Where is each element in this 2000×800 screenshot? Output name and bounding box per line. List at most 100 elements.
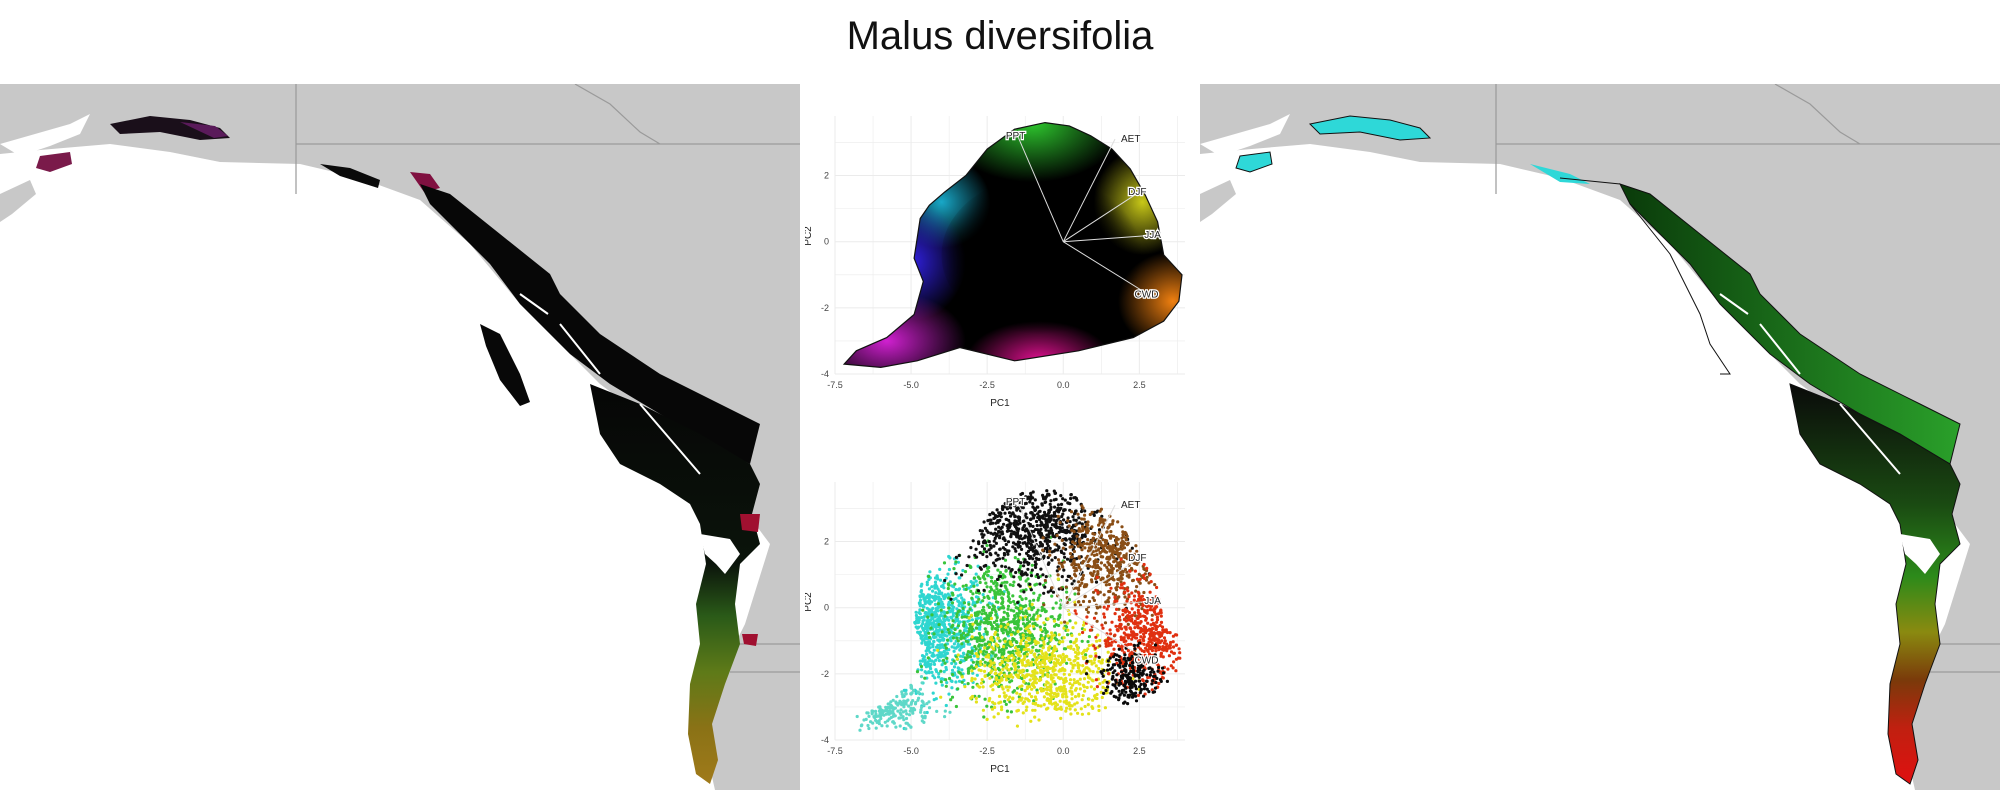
- pca-point: [980, 608, 984, 612]
- pca-point: [1154, 680, 1158, 685]
- pca-point: [1053, 491, 1058, 495]
- pca-point: [945, 651, 950, 655]
- pca-point: [930, 613, 934, 617]
- pca-point: [1044, 528, 1048, 532]
- map-right-svg: [1200, 84, 2000, 790]
- pca-point: [1148, 590, 1152, 594]
- pca-point: [1146, 656, 1150, 660]
- pca-point: [1125, 534, 1129, 538]
- pca-point: [1007, 654, 1011, 659]
- pca-point: [1158, 623, 1162, 628]
- pca-point: [969, 613, 974, 617]
- pca-point: [1145, 611, 1149, 615]
- pca-point: [1057, 567, 1061, 571]
- pca-point: [1000, 601, 1004, 605]
- pca-point: [1071, 683, 1075, 687]
- pca-point: [996, 656, 1000, 660]
- pca-point: [1006, 540, 1011, 544]
- pca-point: [1152, 638, 1156, 642]
- pca-point: [958, 629, 962, 633]
- pca-point: [909, 706, 913, 710]
- pca-point: [1073, 603, 1077, 607]
- pca-point: [1006, 523, 1010, 527]
- pca-point: [1064, 690, 1068, 694]
- pca-point: [1114, 536, 1118, 540]
- pca-point: [1098, 605, 1102, 609]
- pca-point: [1046, 555, 1050, 560]
- pca-point: [1001, 597, 1005, 601]
- pca-point: [1013, 626, 1017, 630]
- pca-point: [1092, 559, 1096, 564]
- pca-point: [1080, 712, 1084, 716]
- pca-point: [1029, 494, 1033, 499]
- pca-point: [871, 709, 875, 713]
- pca-point: [1004, 542, 1008, 547]
- pca-point: [1073, 688, 1078, 692]
- pca-point: [1107, 574, 1111, 578]
- pca-point: [1033, 498, 1037, 502]
- pca-point: [935, 709, 939, 713]
- pca-point: [961, 651, 966, 655]
- pca-point: [1045, 520, 1049, 524]
- pca-point: [925, 710, 929, 715]
- pca-point: [973, 604, 977, 608]
- pca-point: [999, 530, 1003, 534]
- pca-point: [1073, 702, 1077, 706]
- pca-point: [932, 632, 936, 636]
- pca-point: [1153, 624, 1157, 628]
- pca-point: [1036, 528, 1040, 532]
- pca-point: [1115, 673, 1119, 677]
- pca-point: [1126, 680, 1130, 684]
- pca-point: [1154, 604, 1158, 608]
- pca-point: [992, 581, 996, 585]
- pca-point: [1001, 655, 1005, 659]
- pca-point: [988, 543, 992, 547]
- pca-point: [1053, 505, 1057, 509]
- pca-continuous-axes: -7.5 -5.0 -2.5 0.0 2.5-4-202: [821, 171, 1146, 390]
- pca-point: [1036, 505, 1040, 509]
- pca-point: [1020, 687, 1024, 691]
- pca-point: [1024, 604, 1028, 608]
- pca-point: [1107, 596, 1111, 600]
- pca-point: [1080, 561, 1085, 565]
- pca-point: [974, 647, 978, 651]
- pca-point: [1050, 586, 1054, 590]
- pca-point: [864, 717, 868, 721]
- pca-point: [1106, 644, 1110, 648]
- pca-point: [1022, 564, 1026, 568]
- pca-point: [1098, 682, 1102, 686]
- pca-point: [1139, 635, 1143, 639]
- pca-point: [957, 666, 961, 671]
- pca-point: [1123, 532, 1127, 536]
- pca-point: [1028, 517, 1033, 522]
- pca-point: [1088, 512, 1092, 517]
- pca-point: [1144, 616, 1148, 621]
- pca-point: [1002, 553, 1007, 557]
- pca-point: [1174, 669, 1178, 673]
- pca-point: [1146, 649, 1150, 653]
- pca-point: [1041, 495, 1045, 499]
- pca-point: [994, 600, 999, 604]
- pca-point: [1171, 645, 1176, 649]
- pca-point: [959, 593, 963, 597]
- pca-point: [1006, 552, 1010, 556]
- pca-point: [1153, 686, 1158, 690]
- pca-point: [1021, 541, 1025, 545]
- pca-point: [954, 704, 958, 709]
- pca-point: [1086, 520, 1090, 524]
- pca-point: [1088, 564, 1092, 568]
- pca-point: [1006, 594, 1010, 599]
- pca-point: [1149, 623, 1153, 627]
- pca-point: [1107, 544, 1111, 548]
- pca-point: [1035, 523, 1039, 528]
- pca-point: [1020, 570, 1024, 574]
- pca-point: [898, 711, 902, 715]
- pca-point: [1044, 631, 1048, 635]
- pca-point: [923, 633, 927, 638]
- pca-point: [915, 670, 920, 674]
- pca-point: [1109, 586, 1113, 590]
- pca-point: [1065, 578, 1069, 582]
- pca-point: [926, 615, 930, 619]
- pca-point: [977, 542, 981, 546]
- pca-point: [1121, 664, 1126, 668]
